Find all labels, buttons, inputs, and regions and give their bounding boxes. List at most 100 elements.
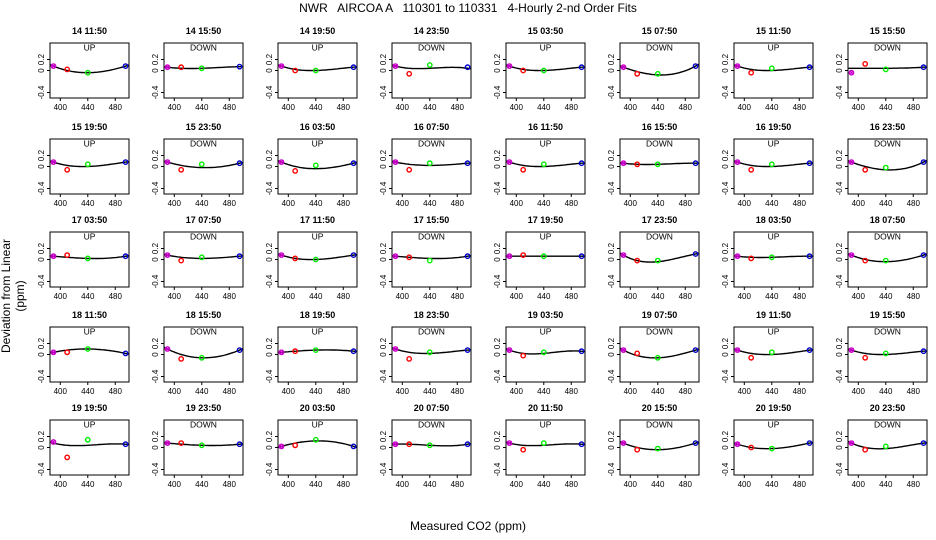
standard-point	[634, 161, 641, 168]
standard-point	[178, 355, 185, 362]
panel: 18 07:50 DOWN -0.4 0 0.2 400 440 480	[835, 215, 928, 301]
standard-point	[848, 347, 855, 353]
y-tick-label: 0.2	[37, 430, 46, 442]
x-tick-label: 480	[109, 103, 123, 112]
y-tick-label: 0.2	[835, 242, 844, 254]
y-tick-label: 0	[379, 445, 388, 450]
standard-point	[920, 440, 927, 446]
x-tick-label: 440	[765, 103, 779, 112]
x-tick-label: 400	[396, 103, 410, 112]
standard-point	[692, 347, 699, 353]
panel: 20 03:50 UP -0.4 0 0.2 400 440 480	[265, 403, 358, 489]
y-tick-label: 0	[265, 68, 274, 73]
panel: 17 15:50 DOWN -0.4 0 0.2 400 440 480	[379, 215, 472, 301]
x-tick-label: 440	[651, 103, 665, 112]
standard-point	[920, 348, 927, 355]
y-tick-label: 0.2	[37, 242, 46, 254]
x-tick-label: 440	[195, 103, 209, 112]
y-tick-label: 0.2	[607, 430, 616, 442]
standard-point	[426, 442, 433, 449]
y-tick-label: 0	[379, 352, 388, 357]
standard-point	[292, 167, 299, 174]
panel-direction: UP	[84, 327, 96, 337]
standard-point	[654, 354, 661, 361]
x-tick-label: 400	[396, 387, 410, 396]
x-tick-label: 480	[565, 199, 579, 208]
standard-point	[292, 67, 299, 74]
x-tick-label: 400	[510, 199, 524, 208]
x-tick-label: 400	[282, 480, 296, 489]
x-tick-label: 480	[109, 480, 123, 489]
panel-direction: UP	[84, 232, 96, 242]
panel-title: 15 15:50	[870, 26, 906, 36]
x-tick-label: 440	[765, 292, 779, 301]
y-tick-label: 0.2	[151, 430, 160, 442]
panel: 16 15:50 DOWN -0.4 0 0.2 400 440 480	[607, 122, 700, 208]
y-tick-label: -0.4	[379, 274, 388, 288]
x-tick-label: 440	[537, 292, 551, 301]
x-tick-label: 440	[765, 480, 779, 489]
panel-title: 15 07:50	[642, 26, 678, 36]
panel: 19 23:50 DOWN -0.4 0 0.2 400 440 480	[151, 403, 244, 489]
y-tick-label: 0.2	[607, 242, 616, 254]
y-tick-label: 0	[721, 257, 730, 262]
panel-direction: UP	[540, 232, 552, 242]
standard-point	[620, 252, 627, 259]
standard-point	[768, 65, 775, 72]
standard-point	[882, 350, 889, 357]
panel-direction: DOWN	[646, 420, 673, 430]
standard-point	[540, 67, 547, 74]
panel: 20 11:50 UP -0.4 0 0.2 400 440 480	[493, 403, 586, 489]
y-tick-label: 0	[607, 445, 616, 450]
y-tick-label: 0.2	[493, 430, 502, 442]
x-tick-label: 400	[510, 292, 524, 301]
x-tick-label: 480	[451, 387, 465, 396]
y-tick-label: 0	[151, 164, 160, 169]
y-tick-label: -0.4	[37, 462, 46, 476]
panel-direction: DOWN	[874, 232, 901, 242]
y-tick-label: -0.4	[607, 181, 616, 195]
y-tick-label: 0	[721, 68, 730, 73]
panel-title: 20 03:50	[300, 403, 336, 413]
standard-point	[236, 160, 243, 167]
y-tick-label: -0.4	[379, 85, 388, 99]
y-tick-label: 0	[37, 164, 46, 169]
standard-point	[506, 63, 513, 69]
x-tick-label: 400	[282, 103, 296, 112]
standard-point	[178, 64, 185, 71]
panel-direction: UP	[540, 43, 552, 53]
standard-point	[50, 253, 57, 260]
x-tick-label: 440	[423, 480, 437, 489]
standard-point	[198, 354, 205, 361]
y-tick-label: 0	[265, 352, 274, 357]
x-tick-label: 400	[396, 480, 410, 489]
standard-point	[748, 69, 755, 76]
standard-point	[920, 64, 927, 71]
standard-point	[692, 63, 699, 69]
x-tick-label: 400	[738, 199, 752, 208]
panel-direction: DOWN	[646, 327, 673, 337]
y-tick-label: 0	[493, 257, 502, 262]
standard-point	[578, 64, 585, 71]
standard-point	[540, 253, 547, 260]
standard-point	[734, 253, 741, 260]
y-tick-label: 0	[835, 257, 844, 262]
y-tick-label: 0	[151, 68, 160, 73]
panel-title: 19 15:50	[870, 310, 906, 320]
y-tick-label: -0.4	[721, 369, 730, 383]
x-tick-label: 440	[195, 387, 209, 396]
y-tick-label: 0.2	[379, 337, 388, 349]
y-tick-label: 0	[835, 445, 844, 450]
x-tick-label: 400	[168, 199, 182, 208]
standard-point	[806, 347, 813, 353]
panel: 17 03:50 UP -0.4 0 0.2 400 440 480	[37, 215, 130, 301]
y-tick-label: 0.2	[265, 337, 274, 349]
x-tick-label: 440	[879, 480, 893, 489]
y-tick-label: 0.2	[835, 430, 844, 442]
panel-direction: UP	[312, 232, 324, 242]
x-tick-label: 440	[537, 103, 551, 112]
y-tick-label: 0.2	[835, 337, 844, 349]
panel: 17 23:50 DOWN -0.4 0 0.2 400 440 480	[607, 215, 700, 301]
standard-point	[464, 160, 471, 167]
x-tick-label: 480	[907, 103, 921, 112]
